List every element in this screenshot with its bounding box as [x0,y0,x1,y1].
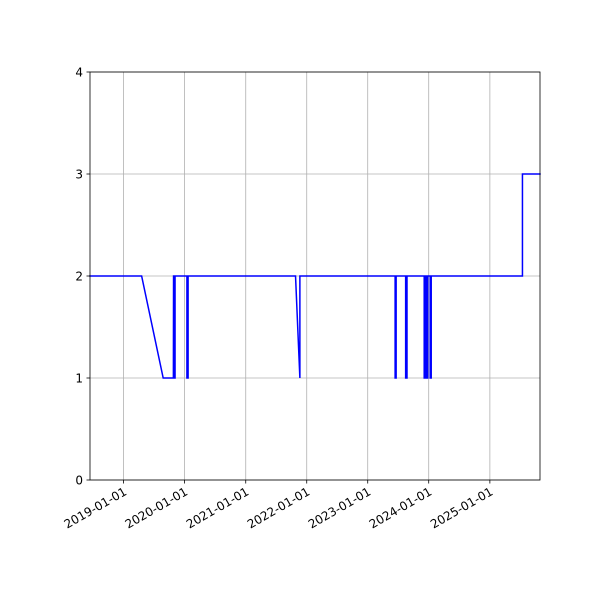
series-layer [89,173,541,379]
y-tick-label: 2 [75,270,83,284]
y-tick-label: 1 [75,372,83,386]
y-tick-label: 4 [75,66,83,80]
y-tick-label: 3 [75,168,83,182]
series-line-0 [89,173,541,379]
x-tick-label: 2023-01-01 [306,484,373,531]
x-tick-label: 2024-01-01 [367,484,434,531]
x-tick-label: 2022-01-01 [245,484,312,531]
x-tick-label: 2020-01-01 [123,484,190,531]
y-tick-label: 0 [75,474,83,488]
x-tick-label: 2025-01-01 [428,484,495,531]
x-tick-label: 2021-01-01 [184,484,251,531]
x-tick-label: 2019-01-01 [62,484,129,531]
